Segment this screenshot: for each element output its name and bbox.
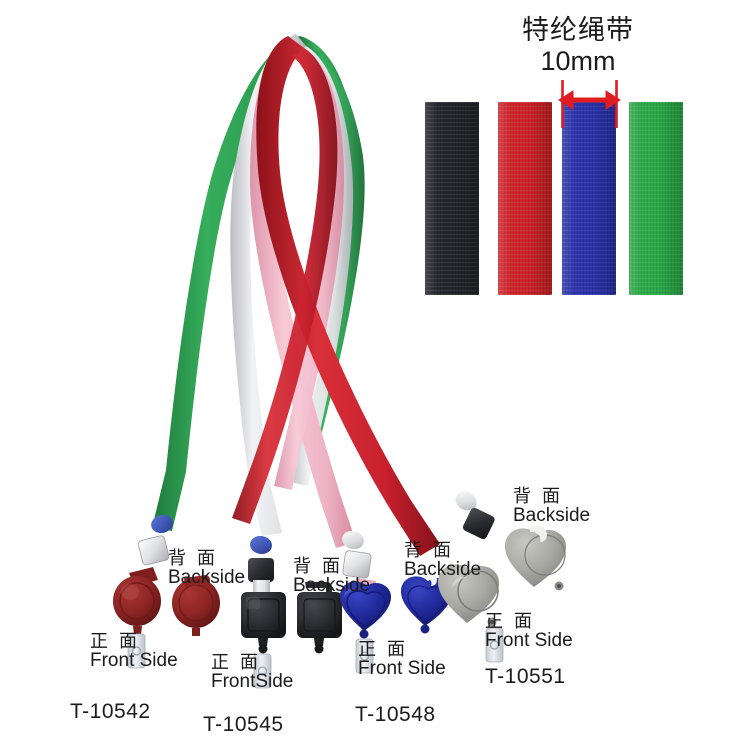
swatch-green-weave xyxy=(629,102,683,295)
reel-front xyxy=(437,564,500,623)
swatch-black-shading xyxy=(425,102,479,295)
swatch-green-shading xyxy=(629,102,683,295)
strap-red xyxy=(232,36,440,556)
frontside-cn: 正 面 xyxy=(211,652,262,672)
bead-blue xyxy=(151,514,173,534)
swatch-blue xyxy=(562,102,616,295)
model-number-t10542: T-10542 xyxy=(70,700,151,723)
backside-en: Backside xyxy=(404,558,482,580)
frontside-cn: 正 面 xyxy=(485,611,536,631)
swatch-width-label: 10mm xyxy=(540,46,616,76)
frontside-cn: 正 面 xyxy=(90,631,141,651)
slider xyxy=(462,507,495,540)
label-backside-t10545: 背 面 Backside xyxy=(293,557,370,596)
label-backside-t10551: 背 面 Backside xyxy=(513,487,590,526)
frontside-cn: 正 面 xyxy=(358,639,409,659)
swatch-green xyxy=(629,102,683,295)
swatch-red-weave xyxy=(498,102,552,295)
slider xyxy=(342,550,372,579)
label-frontside-t10542: 正 面 Front Side xyxy=(90,632,178,671)
product-t10551 xyxy=(437,491,567,663)
swatch-panel-title: 特纶绳带 xyxy=(522,15,634,45)
swatch-panel: 特纶绳带 10mm xyxy=(420,8,736,298)
slider xyxy=(248,558,274,582)
swatch-blue-weave xyxy=(562,102,616,295)
reel-back xyxy=(297,592,342,638)
model-number-t10548: T-10548 xyxy=(355,703,436,726)
label-backside-t10548: 背 面 Backside xyxy=(404,541,481,580)
backside-cn: 背 面 xyxy=(168,548,219,568)
product-t10542 xyxy=(113,514,220,669)
bead-white xyxy=(455,491,477,511)
backside-en: Backside xyxy=(168,566,246,588)
model-number-t10551: T-10551 xyxy=(485,665,566,688)
vinyl-strap xyxy=(355,638,374,674)
bead-blue xyxy=(250,535,272,555)
frontside-en: Front Side xyxy=(90,649,178,671)
slider xyxy=(137,535,170,566)
reel-back xyxy=(504,528,567,587)
label-frontside-t10551: 正 面 Front Side xyxy=(485,612,573,651)
swatch-blue-shading xyxy=(562,102,616,295)
frontside-en: Front Side xyxy=(358,657,446,679)
swatch-black-weave xyxy=(425,102,479,295)
reel-front xyxy=(339,581,392,631)
model-number-t10545: T-10545 xyxy=(203,713,284,736)
frontside-en: Front Side xyxy=(485,629,573,651)
swatch-red xyxy=(498,102,552,295)
backside-cn: 背 面 xyxy=(513,486,564,506)
backside-cn: 背 面 xyxy=(293,556,344,576)
vinyl-strap xyxy=(253,653,272,689)
frontside-en: FrontSide xyxy=(211,670,294,692)
backside-en: Backside xyxy=(293,574,371,596)
backside-cn: 背 面 xyxy=(404,540,455,560)
vinyl-strap xyxy=(127,633,146,669)
label-backside-t10542: 背 面 Backside xyxy=(168,549,245,588)
label-frontside-t10545: 正 面 FrontSide xyxy=(211,653,293,692)
backside-en: Backside xyxy=(513,504,591,526)
product-t10545 xyxy=(241,535,342,689)
vinyl-strap xyxy=(485,627,504,663)
label-frontside-t10548: 正 面 Front Side xyxy=(358,640,446,679)
bead-white xyxy=(342,530,364,550)
swatch-red-shading xyxy=(498,102,552,295)
swatch-black xyxy=(425,102,479,295)
